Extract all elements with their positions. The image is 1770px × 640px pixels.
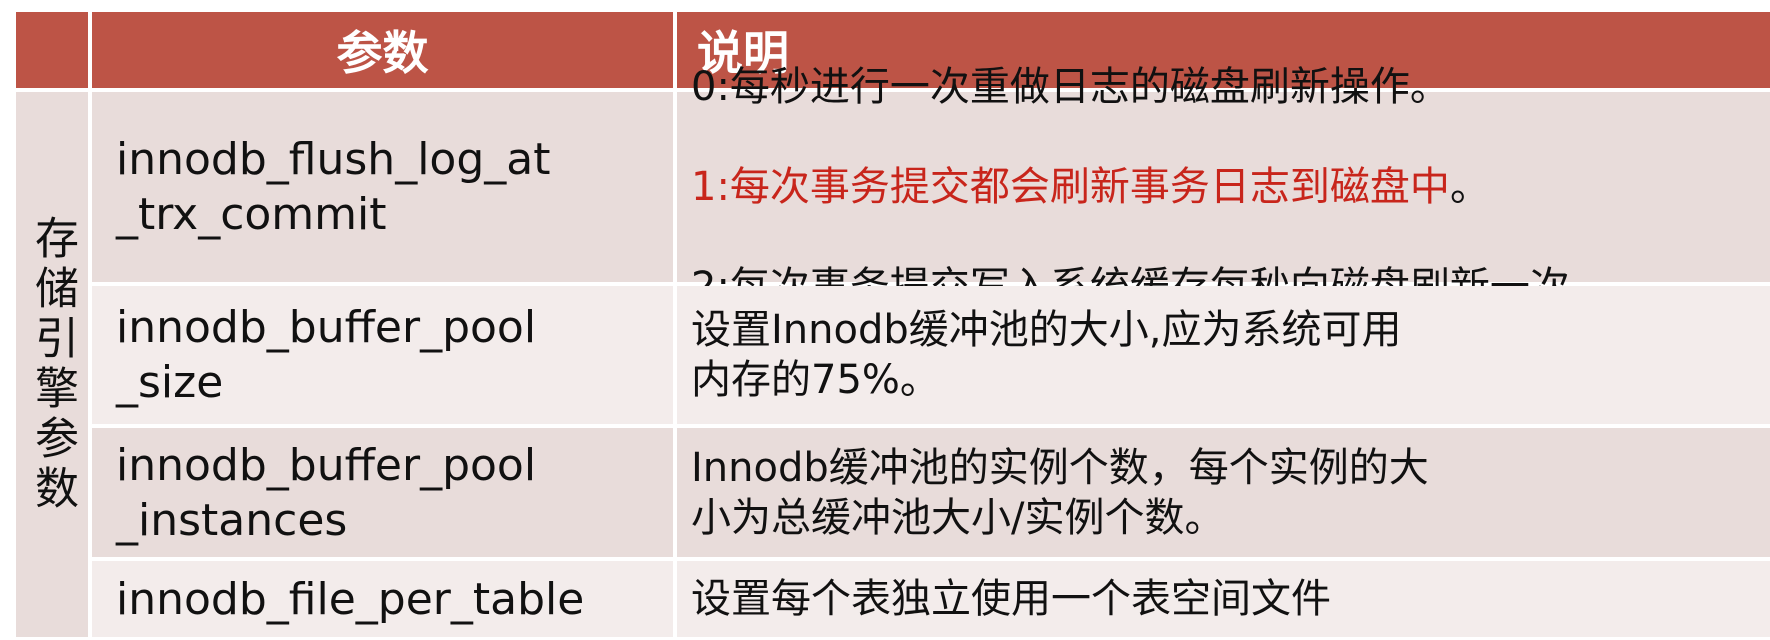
- param-name: innodb_buffer_pool _instances: [116, 439, 537, 546]
- table-row-1-param-cell: innodb_flush_log_at _trx_commit: [92, 92, 673, 282]
- table-row-3-param-cell: innodb_buffer_pool _instances: [92, 428, 673, 557]
- param-name: innodb_file_per_table: [116, 573, 585, 625]
- table-row-4-param-cell: innodb_file_per_table: [92, 561, 673, 637]
- param-description: Innodb缓冲池的实例个数，每个实例的大 小为总缓冲池大小/实例个数。: [691, 444, 1429, 541]
- param-name: innodb_flush_log_at _trx_commit: [116, 134, 551, 240]
- table-row-1-desc-cell: 0:每秒进行一次重做日志的磁盘刷新操作。 1:每次事务提交都会刷新事务日志到磁盘…: [677, 64, 1770, 310]
- header-param: 参数: [92, 12, 673, 88]
- table-row-3-desc-cell: Innodb缓冲池的实例个数，每个实例的大 小为总缓冲池大小/实例个数。: [677, 428, 1770, 557]
- desc-line-1-suffix: 。: [1449, 164, 1490, 210]
- side-category-label: 存储引擎参数: [27, 214, 78, 515]
- desc-line-1-highlight: 1:每次事务提交都会刷新事务日志到磁盘中: [691, 164, 1450, 210]
- param-name: innodb_buffer_pool _size: [116, 302, 537, 408]
- table-row-2-desc-cell: 设置Innodb缓冲池的大小,应为系统可用 内存的75%。: [677, 286, 1770, 424]
- desc-line-0: 0:每秒进行一次重做日志的磁盘刷新操作。: [691, 64, 1450, 110]
- param-description: 设置每个表独立使用一个表空间文件: [691, 576, 1331, 622]
- parameter-table: 参数 说明 存储引擎参数 innodb_flush_log_at _trx_co…: [16, 12, 1770, 637]
- desc-line-1-wrapper: 1:每次事务提交都会刷新事务日志到磁盘中。: [691, 162, 1570, 212]
- side-category-cell: 存储引擎参数: [16, 92, 88, 637]
- table-row-2-param-cell: innodb_buffer_pool _size: [92, 286, 673, 424]
- header-desc: 说明: [677, 12, 1770, 88]
- header-corner-cell: [16, 12, 88, 88]
- table-row-4-desc-cell: 设置每个表独立使用一个表空间文件: [677, 561, 1770, 637]
- param-description: 设置Innodb缓冲池的大小,应为系统可用 内存的75%。: [691, 307, 1402, 403]
